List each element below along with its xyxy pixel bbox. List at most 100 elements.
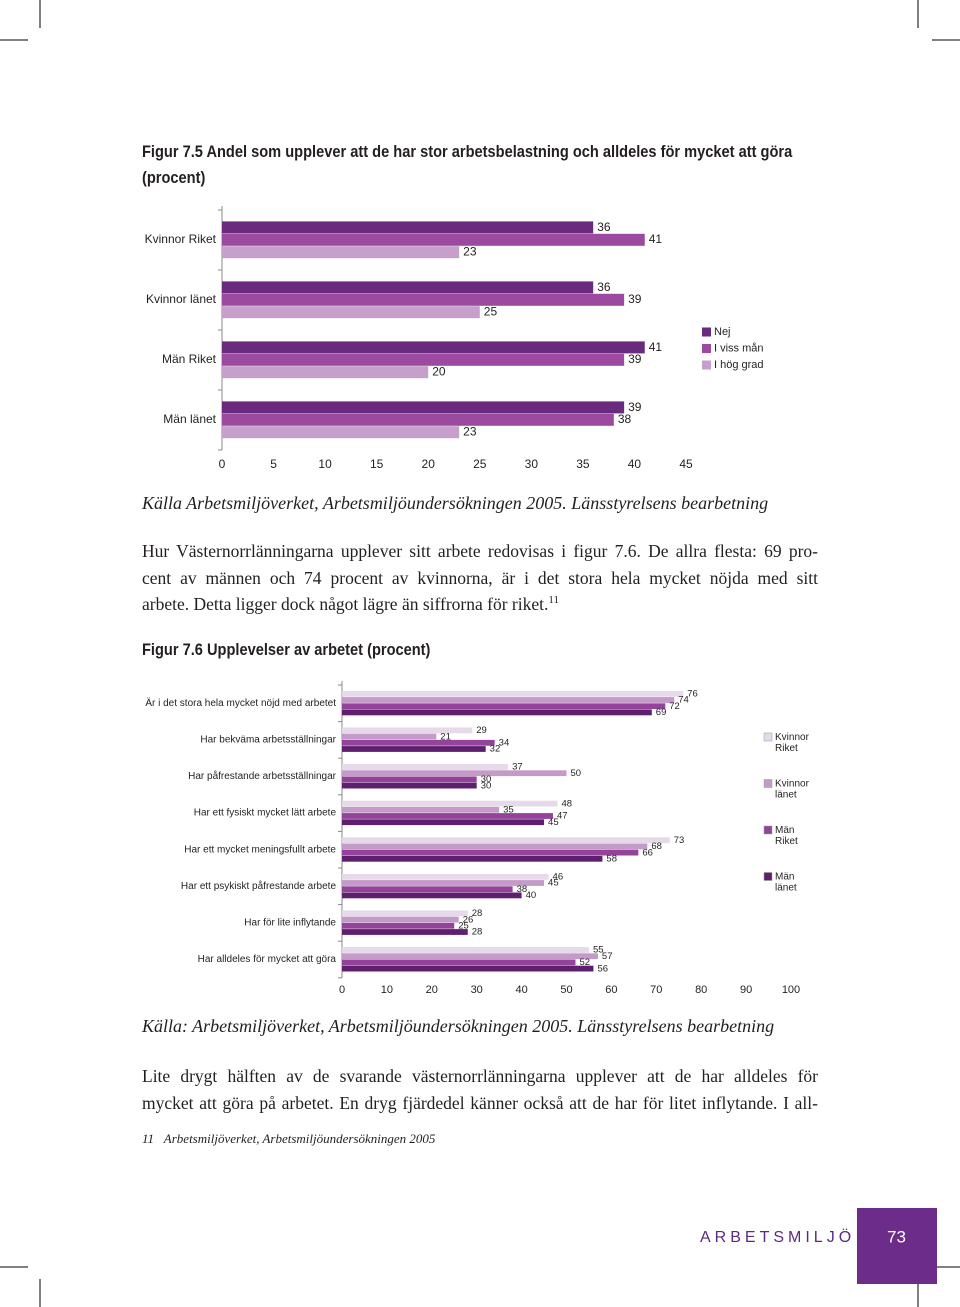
- value-label: 20: [432, 365, 446, 379]
- legend-swatch: [702, 360, 711, 370]
- value-label: 58: [606, 854, 617, 865]
- value-label: 47: [557, 811, 568, 822]
- x-tick-label: 100: [782, 984, 800, 996]
- bar: [222, 306, 480, 319]
- value-label: 25: [458, 921, 469, 932]
- x-tick-label: 35: [576, 457, 590, 471]
- source: Källa: Arbetsmiljöverket, Arbetsmiljöund…: [142, 1016, 775, 1036]
- value-label: 66: [642, 847, 653, 858]
- value-label: 28: [472, 927, 483, 938]
- value-label: 73: [674, 835, 685, 846]
- x-tick-label: 20: [422, 457, 436, 471]
- value-label: 56: [597, 963, 608, 974]
- bar: [342, 916, 459, 923]
- x-tick-label: 10: [318, 457, 332, 471]
- value-label: 23: [463, 245, 477, 259]
- category-label: Har ett psykiskt påfrestande arbete: [181, 880, 337, 892]
- value-label: 32: [490, 744, 501, 755]
- bar: [342, 727, 473, 734]
- bar: [222, 281, 594, 294]
- bar: [342, 922, 455, 929]
- x-tick-label: 30: [525, 457, 539, 471]
- value-label: 39: [628, 400, 642, 414]
- category-label: Är i det stora hela mycket nöjd med arbe…: [145, 697, 336, 709]
- value-label: 28: [472, 908, 483, 919]
- x-tick-label: 20: [426, 984, 438, 996]
- bar: [342, 892, 522, 899]
- footnote-number: 11: [142, 1131, 155, 1146]
- paragraph-line: Lite drygt hälften av de svarande väster…: [142, 1066, 818, 1086]
- bar: [222, 341, 645, 354]
- category-label: Kvinnor länet: [146, 292, 217, 306]
- value-label: 69: [656, 707, 667, 718]
- bar: [342, 697, 675, 703]
- bar: [342, 965, 594, 972]
- x-tick-label: 30: [471, 984, 483, 996]
- value-label: 41: [649, 232, 663, 246]
- value-label: 52: [579, 957, 590, 968]
- value-label: 46: [553, 872, 564, 883]
- value-label: 57: [602, 951, 613, 962]
- category-label: Har alldeles för mycket att göra: [198, 954, 337, 965]
- x-tick-label: 80: [695, 984, 707, 996]
- bar: [222, 353, 625, 366]
- bar: [222, 413, 614, 426]
- value-label: 39: [628, 292, 642, 306]
- paragraph-line: Hur Västernorrlänningarna upplever sitt …: [142, 541, 818, 561]
- legend-swatch: [702, 327, 711, 337]
- page-number-box: [857, 1208, 937, 1284]
- bar: [222, 233, 645, 246]
- bar: [342, 690, 684, 697]
- value-label: 45: [548, 817, 559, 828]
- value-label: 45: [548, 878, 559, 889]
- value-label: 29: [476, 725, 487, 736]
- x-tick-label: 25: [473, 457, 487, 471]
- footnote-ref: 11: [548, 594, 559, 607]
- value-label: 26: [463, 914, 474, 925]
- category-label: Har ett fysiskt mycket lätt arbete: [194, 808, 337, 819]
- value-label: 76: [687, 689, 698, 700]
- legend-swatch: [763, 779, 773, 788]
- x-tick-label: 40: [628, 457, 642, 471]
- value-label: 72: [669, 701, 680, 712]
- category-label: Har bekväma arbetsställningar: [200, 735, 336, 746]
- legend-swatch: [763, 732, 773, 742]
- source: Källa Arbetsmiljöverket, Arbetsmiljöunde…: [142, 493, 769, 513]
- x-tick-label: 50: [560, 984, 572, 996]
- bar: [342, 746, 486, 752]
- legend-label: Kvinnor Riket: [775, 732, 810, 754]
- bar: [342, 739, 495, 746]
- bar: [342, 837, 670, 844]
- legend-label: Män Riket: [775, 825, 798, 847]
- value-label: 55: [593, 945, 604, 956]
- bar: [342, 929, 468, 935]
- x-tick-label: 5: [270, 457, 277, 471]
- bar: [342, 843, 648, 850]
- value-label: 48: [562, 798, 573, 809]
- bar: [342, 910, 468, 917]
- bar: [342, 806, 500, 813]
- value-label: 50: [571, 768, 582, 779]
- value-label: 38: [618, 412, 632, 426]
- x-tick-label: 0: [219, 457, 226, 471]
- bar: [342, 813, 554, 819]
- x-tick-label: 45: [679, 457, 693, 471]
- bar: [342, 855, 603, 862]
- bar: [342, 776, 477, 783]
- legend-swatch: [763, 872, 773, 881]
- section-name: ARBETSMILJÖ: [700, 1228, 855, 1246]
- x-tick-label: 0: [339, 984, 345, 996]
- bar: [342, 880, 545, 886]
- bar: [342, 947, 589, 953]
- footnote: 11 Arbetsmiljöverket, Arbetsmiljöundersö…: [142, 1131, 435, 1147]
- bar: [342, 782, 477, 789]
- value-label: 36: [597, 280, 611, 294]
- value-label: 37: [512, 762, 523, 773]
- value-label: 30: [481, 780, 492, 791]
- bar: [342, 770, 567, 777]
- bar: [342, 886, 513, 893]
- bar: [342, 819, 545, 826]
- category-label: Har påfrestande arbetsställningar: [188, 770, 337, 782]
